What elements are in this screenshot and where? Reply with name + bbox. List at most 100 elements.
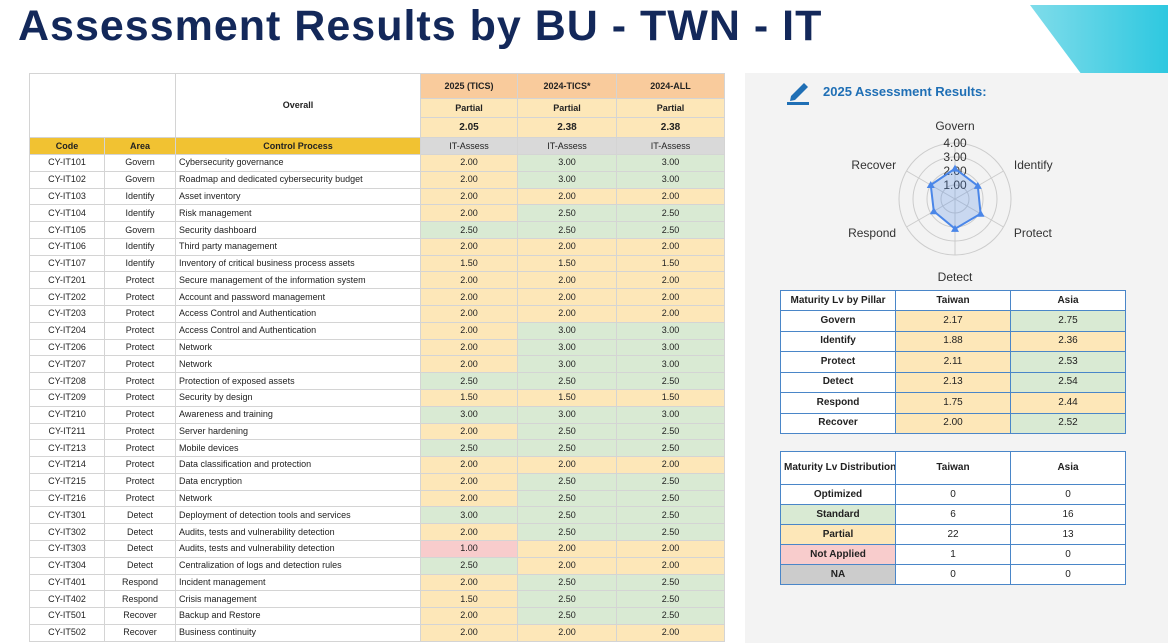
- column-score: 2.38: [517, 117, 617, 138]
- data-row: CY-IT201 Protect Secure management of the …: [29, 271, 725, 290]
- score-cell: 2.00: [420, 154, 518, 172]
- score-cell: 2.53: [1010, 351, 1126, 373]
- score-cell: 2.00: [517, 456, 617, 474]
- score-cell: 2.00: [420, 170, 518, 189]
- column-header: Asia: [1010, 290, 1126, 311]
- data-row: CY-IT208 Protect Protection of exposed ass…: [29, 372, 725, 390]
- control-cell: Risk management: [175, 204, 421, 223]
- header-row: Code Area Control Process IT-Assess IT-Asses…: [29, 137, 725, 155]
- control-cell: Network: [175, 338, 421, 357]
- data-row: CY-IT101 Govern Cybersecurity governance 2.…: [29, 154, 725, 172]
- area-cell: Protect: [104, 472, 176, 491]
- score-cell: 2.50: [420, 221, 518, 239]
- code-cell: CY-IT402: [29, 590, 105, 609]
- control-cell: Roadmap and dedicated cybersecurity budg…: [175, 170, 421, 189]
- control-cell: Cybersecurity governance: [175, 154, 421, 172]
- score-cell: 1.00: [420, 539, 518, 558]
- score-cell: 2.50: [616, 590, 725, 609]
- area-cell: Detect: [104, 523, 176, 541]
- control-cell: Incident management: [175, 573, 421, 592]
- score-cell: 2.13: [895, 371, 1011, 393]
- control-cell: Asset inventory: [175, 187, 421, 206]
- score-cell: 2.00: [517, 187, 617, 206]
- control-cell: Awareness and training: [175, 405, 421, 424]
- score-cell: 3.00: [517, 405, 617, 424]
- code-cell: CY-IT401: [29, 573, 105, 592]
- column-name: 2025 (TICS): [420, 73, 518, 99]
- score-cell: 2.00: [420, 338, 518, 357]
- column-status: Partial: [517, 98, 617, 118]
- control-cell: Network: [175, 489, 421, 508]
- axis-label: Detect: [938, 270, 973, 284]
- area-cell: Protect: [104, 338, 176, 357]
- score-cell: 2.00: [420, 607, 518, 625]
- code-cell: CY-IT204: [29, 321, 105, 340]
- pillar-cell: Detect: [780, 371, 896, 393]
- data-row: CY-IT209 Protect Security by design 1.50 1.5…: [29, 388, 725, 407]
- code-cell: CY-IT203: [29, 305, 105, 323]
- control-cell: Security dashboard: [175, 221, 421, 239]
- score-cell: 2.00: [420, 456, 518, 474]
- data-row: Protect 2.11 2.53: [780, 351, 1126, 373]
- overall-label: Overall: [175, 73, 421, 138]
- control-cell: Third party management: [175, 237, 421, 256]
- score-cell: 1.50: [420, 590, 518, 609]
- score-cell: 2.50: [616, 506, 725, 525]
- column-score: 2.05: [420, 117, 518, 138]
- data-row: Identify 1.88 2.36: [780, 330, 1126, 352]
- data-row: CY-IT401 Respond Incident management 2.00 2.…: [29, 573, 725, 592]
- r-tick-label: 4.00: [943, 136, 967, 150]
- score-cell: 2.52: [1010, 412, 1126, 434]
- score-cell: 2.50: [420, 372, 518, 390]
- score-cell: 2.00: [420, 305, 518, 323]
- data-row: CY-IT203 Protect Access Control and Authen…: [29, 305, 725, 323]
- area-cell: Detect: [104, 539, 176, 558]
- code-cell: CY-IT105: [29, 221, 105, 239]
- radar-point: [973, 181, 982, 189]
- code-cell: CY-IT216: [29, 489, 105, 508]
- score-cell: 2.50: [517, 489, 617, 508]
- score-cell: 2.50: [517, 590, 617, 609]
- code-cell: CY-IT104: [29, 204, 105, 223]
- control-cell: Secure management of the information sys…: [175, 271, 421, 290]
- count-cell: 16: [1010, 504, 1126, 525]
- data-row: CY-IT210 Protect Awareness and training 3.0…: [29, 405, 725, 424]
- score-cell: 3.00: [420, 506, 518, 525]
- score-cell: 2.00: [517, 539, 617, 558]
- area-cell: Govern: [104, 170, 176, 189]
- area-cell: Identify: [104, 254, 176, 273]
- code-cell: CY-IT501: [29, 607, 105, 625]
- score-cell: 2.54: [1010, 371, 1126, 393]
- pillar-cell: Protect: [780, 351, 896, 373]
- area-cell: Protect: [104, 489, 176, 508]
- control-cell: Inventory of critical business process a…: [175, 254, 421, 273]
- score-cell: 2.50: [517, 472, 617, 491]
- data-row: CY-IT103 Identify Asset inventory 2.00 2.00 2…: [29, 187, 725, 206]
- data-row: CY-IT107 Identify Inventory of critical bu…: [29, 254, 725, 273]
- header-row: Maturity Lv by Pillar Taiwan Asia: [780, 290, 1126, 311]
- area-cell: Protect: [104, 388, 176, 407]
- area-cell: Identify: [104, 187, 176, 206]
- score-cell: 2.00: [616, 288, 725, 307]
- count-cell: 0: [895, 564, 1011, 585]
- score-cell: 3.00: [616, 405, 725, 424]
- score-cell: 2.00: [420, 573, 518, 592]
- score-cell: 2.50: [616, 372, 725, 390]
- radar-point: [926, 181, 935, 188]
- axis-label: Respond: [848, 226, 896, 240]
- page-title: Assessment Results by BU - TWN - IT: [18, 2, 823, 50]
- pillar-cell: Govern: [780, 310, 896, 332]
- area-cell: Protect: [104, 405, 176, 424]
- score-cell: 1.50: [517, 388, 617, 407]
- control-cell: Data encryption: [175, 472, 421, 491]
- column-status: Partial: [616, 98, 725, 118]
- score-cell: 2.00: [420, 523, 518, 541]
- area-cell: Protect: [104, 321, 176, 340]
- data-row: CY-IT214 Protect Data classification and p…: [29, 456, 725, 474]
- pillar-table: Maturity Lv by Pillar Taiwan Asia Govern 2.1…: [780, 290, 1126, 434]
- axis-label: Protect: [1014, 226, 1053, 240]
- score-cell: 2.50: [517, 372, 617, 390]
- score-cell: 1.88: [895, 330, 1011, 352]
- score-cell: 3.00: [616, 170, 725, 189]
